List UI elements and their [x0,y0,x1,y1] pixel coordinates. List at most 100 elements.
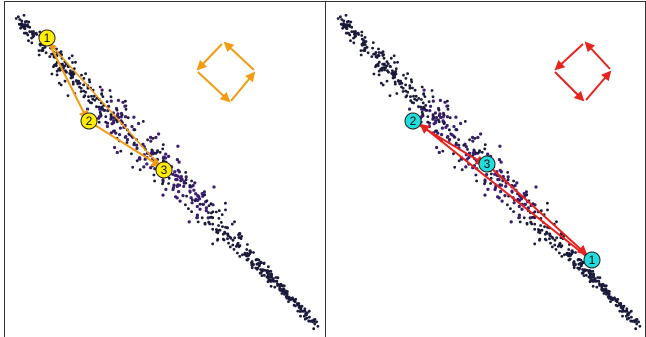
scatter-point [560,255,564,258]
scatter-point [498,168,502,172]
scatter-point [190,179,194,183]
scatter-point [305,313,308,317]
scatter-point [26,23,29,26]
scatter-point [498,144,502,148]
scatter-point [32,30,35,33]
scatter-point [415,98,419,102]
scatter-point [274,276,278,279]
scatter-point [182,184,186,188]
scatter-point [560,244,564,248]
scatter-point [19,23,23,27]
scatter-point [184,171,188,174]
scatter-point [537,228,540,231]
scatter-point [510,189,514,193]
scatter-point [192,188,196,192]
scatter-point [437,118,440,122]
scatter-point [509,207,512,211]
scatter-point [133,128,137,132]
scatter-point [98,107,102,111]
scatter-point [114,131,118,135]
scatter-point [245,254,249,258]
scatter-point [123,115,128,119]
scatter-point [161,193,165,197]
scatter-point [377,69,381,73]
scatter-point [446,99,449,103]
scatter-point [82,77,86,80]
scatter-point [366,51,370,55]
scatter-point [546,208,549,212]
scatter-point [302,314,306,318]
scatter-point [23,20,27,24]
scatter-point [388,64,392,68]
scatter-point [88,80,92,84]
scatter-point [241,253,244,257]
scatter-point [315,320,318,324]
scatter-point [421,101,425,105]
scatter-point [421,112,425,116]
scatter-point [431,99,435,103]
scatter-point [524,190,529,194]
scatter-point [310,319,313,323]
scatter-point [382,66,385,69]
scatter-point [455,128,459,132]
scatter-point [195,204,199,209]
scatter-point [161,180,165,184]
scatter-point [544,238,548,242]
scatter-point [336,17,340,20]
scatter-point [443,100,447,104]
scatter-point [135,159,139,163]
scatter-point [273,285,277,289]
scatter-point [246,243,249,246]
scatter-point [396,60,399,64]
scatter-point [380,68,384,72]
scatter-point [447,138,452,142]
left-path-segment-2-3 [89,121,162,168]
scatter-point [207,204,211,208]
scatter-point [440,133,444,137]
scatter-point [216,237,220,241]
scatter-point [67,56,71,60]
scatter-point [161,143,165,147]
scatter-point [155,150,159,154]
scatter-point [381,83,385,87]
scatter-point [255,262,259,266]
scatter-point [184,203,187,207]
scatter-point [187,207,190,211]
scatter-point [257,258,261,262]
scatter-point [354,34,357,38]
scatter-point [308,315,311,319]
scatter-point [270,278,273,282]
scatter-point [84,90,88,94]
scatter-point [413,88,417,92]
scatter-point [592,278,595,282]
scatter-point [512,179,515,183]
scatter-point [66,94,70,97]
scatter-point [539,209,543,213]
scatter-point [459,121,463,126]
scatter-point [157,132,161,136]
scatter-point [579,258,583,262]
scatter-point [99,112,103,116]
scatter-point [71,61,74,64]
scatter-point [359,53,363,57]
scatter-point [124,135,128,139]
scatter-point [285,294,289,298]
scatter-point [14,17,18,20]
scatter-point [630,315,633,319]
scatter-point [197,195,201,199]
scatter-point [381,54,385,57]
scatter-point [52,65,55,69]
scatter-point [236,241,240,245]
scatter-point [543,225,546,229]
scatter-point [224,208,227,212]
left-marker-2: 2 [80,112,98,130]
scatter-point [406,90,410,94]
scatter-point [558,251,561,255]
right-marker-2: 2 [404,112,422,130]
scatter-point [572,260,576,263]
scatter-point [40,49,43,52]
scatter-point [386,62,390,66]
scatter-point [293,300,297,304]
scatter-point [219,221,223,224]
